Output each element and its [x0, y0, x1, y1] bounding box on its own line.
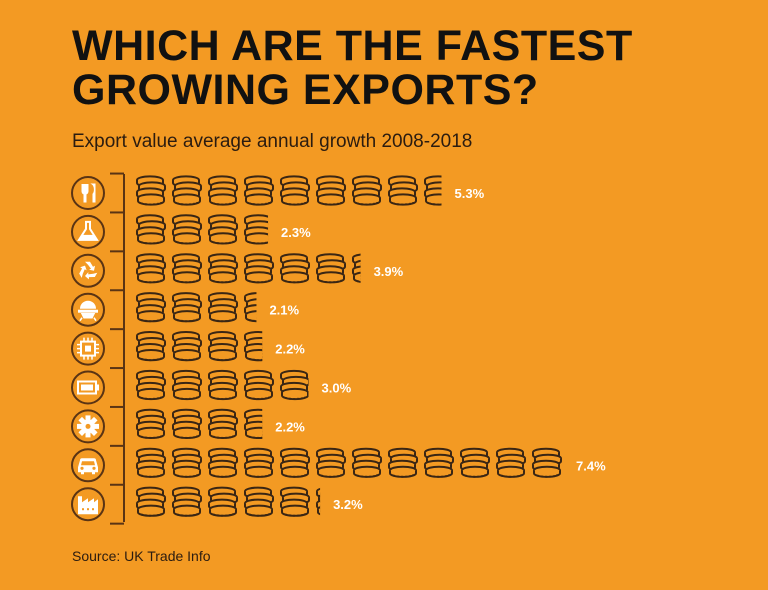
coin-stack	[317, 449, 345, 478]
coin-bar	[137, 176, 453, 205]
coin-stack	[137, 488, 165, 517]
coin-stack	[245, 371, 273, 400]
coin-stack	[173, 332, 201, 361]
coin-stack	[137, 215, 165, 244]
coin-stack	[209, 449, 237, 478]
coin-stack	[209, 488, 237, 517]
chart-row: 3.9%	[71, 250, 404, 288]
coin-stack	[137, 449, 165, 478]
coin-stack	[317, 176, 345, 205]
chart-row: 3.2%	[71, 483, 363, 525]
value-label: 3.0%	[322, 381, 352, 396]
coin-stack	[389, 449, 417, 478]
coin-stack	[209, 254, 237, 283]
chart-row: 7.4%	[71, 444, 606, 483]
coin-stack	[281, 254, 309, 283]
chart-row: 2.1%	[71, 289, 300, 327]
coin-stack	[209, 176, 237, 205]
chart-row: 5.3%	[71, 172, 485, 210]
helmet-icon	[71, 292, 105, 327]
page-title: WHICH ARE THE FASTEST GROWING EXPORTS?	[72, 22, 633, 114]
coin-stack	[281, 488, 309, 517]
factory-icon	[71, 487, 105, 522]
coin-bar	[137, 215, 273, 244]
coin-stack	[533, 449, 561, 478]
value-label: 2.1%	[269, 303, 299, 318]
subtitle: Export value average annual growth 2008-…	[72, 131, 473, 152]
coin-stack	[137, 254, 165, 283]
coin-stack	[317, 254, 345, 283]
coin-stack	[389, 176, 417, 205]
coin-stack	[173, 488, 201, 517]
coin-bar	[137, 254, 381, 283]
coin-bar	[137, 371, 309, 400]
coin-stack	[137, 371, 165, 400]
coin-stack	[137, 332, 165, 361]
coin-stack	[173, 449, 201, 478]
coin-stack	[209, 410, 237, 439]
coin-stack	[245, 254, 273, 283]
coin-stack	[245, 410, 273, 439]
gear-icon	[71, 409, 105, 444]
coin-stack	[281, 371, 309, 400]
value-label: 2.2%	[275, 419, 305, 434]
fork-knife-icon	[71, 176, 105, 210]
coin-stack	[173, 215, 201, 244]
coin-bar	[137, 410, 273, 439]
coin-bar	[137, 332, 273, 361]
coin-stack	[173, 410, 201, 439]
coin-stack	[209, 332, 237, 361]
chart-row: 2.2%	[71, 328, 305, 366]
chart-row: 2.3%	[71, 211, 311, 249]
coin-stack	[425, 176, 453, 205]
coin-bar	[137, 488, 345, 517]
source-note: Source: UK Trade Info	[72, 548, 211, 564]
coin-stack	[173, 293, 201, 322]
coin-stack	[461, 449, 489, 478]
chart-row: 3.0%	[71, 367, 352, 405]
coin-stack	[137, 176, 165, 205]
value-label: 7.4%	[576, 458, 606, 473]
coin-stack	[497, 449, 525, 478]
coin-stack	[209, 215, 237, 244]
coin-stack	[209, 293, 237, 322]
coin-stack	[245, 332, 273, 361]
coin-stack	[245, 488, 273, 517]
value-label: 3.2%	[333, 497, 363, 512]
value-label: 5.3%	[455, 186, 485, 201]
coin-bar	[137, 293, 273, 322]
value-label: 3.9%	[374, 264, 404, 279]
car-icon	[71, 448, 105, 483]
coin-stack	[137, 293, 165, 322]
battery-icon	[71, 370, 105, 405]
coin-stack	[245, 449, 273, 478]
coin-stack	[281, 449, 309, 478]
coin-stack	[173, 254, 201, 283]
coin-stack	[137, 410, 165, 439]
coin-stack	[245, 176, 273, 205]
value-label: 2.3%	[281, 225, 311, 240]
coin-stack	[353, 176, 381, 205]
coin-stack	[245, 215, 273, 244]
coin-stack	[173, 371, 201, 400]
chart-row: 2.2%	[71, 405, 305, 444]
coin-stack	[173, 176, 201, 205]
value-label: 2.2%	[275, 342, 305, 357]
flask-icon	[71, 214, 105, 249]
coin-bar	[137, 449, 561, 478]
recycle-icon	[71, 253, 105, 288]
chip-icon	[71, 331, 105, 366]
coin-stack	[281, 176, 309, 205]
coin-stack	[425, 449, 453, 478]
coin-stack	[353, 449, 381, 478]
coin-stack	[209, 371, 237, 400]
